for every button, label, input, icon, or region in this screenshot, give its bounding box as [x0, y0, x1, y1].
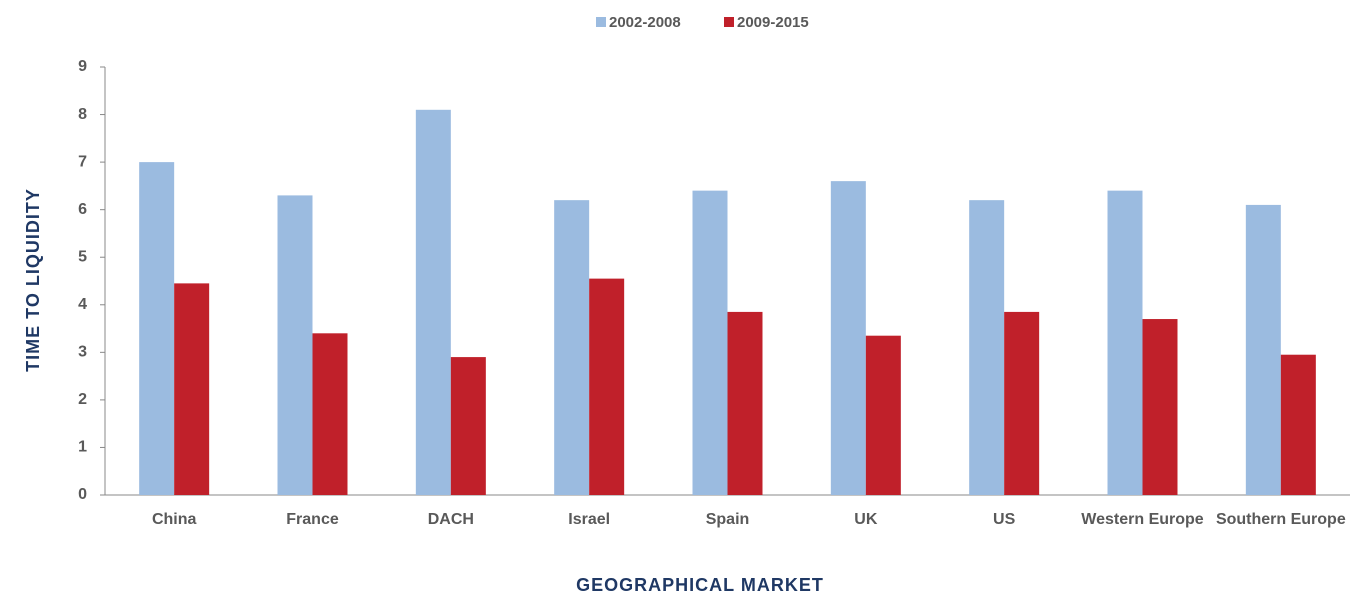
bar — [1245, 204, 1281, 495]
x-tick-label: UK — [854, 511, 878, 528]
bar — [1142, 319, 1178, 495]
x-axis-title: GEOGRAPHICAL MARKET — [576, 575, 824, 595]
bar — [1107, 190, 1143, 495]
bar — [1280, 354, 1316, 495]
y-tick-label: 9 — [78, 58, 87, 75]
x-tick-label: DACH — [428, 511, 474, 528]
x-tick-label: US — [993, 511, 1016, 528]
legend-label: 2002-2008 — [609, 14, 681, 31]
bar — [830, 181, 866, 495]
bar — [139, 162, 175, 495]
y-tick-label: 8 — [78, 106, 87, 123]
bar — [415, 109, 451, 496]
x-tick-label: Western Europe — [1081, 511, 1204, 528]
y-tick-label: 4 — [78, 296, 87, 313]
x-tick-label: Spain — [706, 511, 750, 528]
bar — [969, 200, 1005, 495]
bar — [1004, 311, 1040, 495]
y-tick-label: 3 — [78, 344, 87, 361]
bar — [174, 283, 210, 495]
x-tick-label: France — [286, 511, 339, 528]
bar — [312, 333, 348, 495]
legend-swatch — [724, 17, 734, 27]
y-tick-label: 1 — [78, 439, 87, 456]
y-tick-label: 0 — [78, 486, 87, 503]
x-tick-label: China — [152, 511, 197, 528]
legend-label: 2009-2015 — [737, 14, 809, 31]
y-tick-label: 2 — [78, 391, 87, 408]
bar — [692, 190, 728, 495]
y-tick-label: 6 — [78, 201, 87, 218]
bar — [450, 357, 486, 495]
y-tick-label: 7 — [78, 153, 87, 170]
bar — [727, 311, 763, 495]
bar — [865, 335, 901, 495]
y-axis-title: TIME TO LIQUIDITY — [23, 188, 43, 372]
x-tick-label: Southern Europe — [1216, 511, 1346, 528]
bar — [277, 195, 313, 495]
x-tick-label: Israel — [568, 511, 610, 528]
bar — [554, 200, 590, 495]
bar — [589, 278, 625, 495]
legend-swatch — [596, 17, 606, 27]
y-tick-label: 5 — [78, 248, 87, 265]
